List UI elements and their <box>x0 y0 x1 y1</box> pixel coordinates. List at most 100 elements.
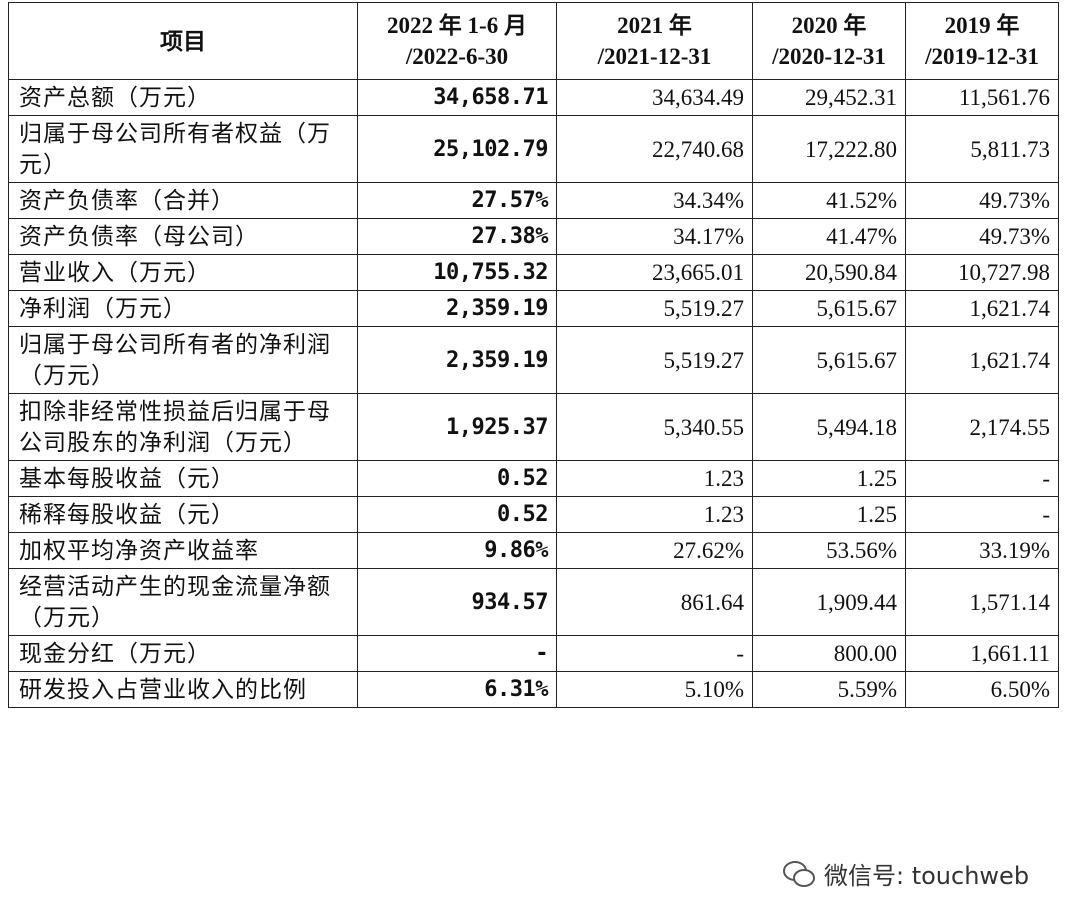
table-row: 资产负债率（母公司） 27.38% 34.17% 41.47% 49.73% <box>8 218 1059 255</box>
table-row: 稀释每股收益（元） 0.52 1.23 1.25- <box>8 496 1059 533</box>
row-label: 加权平均净资产收益率 <box>8 532 358 569</box>
cell-value: 934.57 <box>357 568 557 636</box>
cell-value: - <box>905 496 1059 533</box>
cell-value: 2,359.19 <box>357 326 557 394</box>
cell-value: 2,174.55 <box>905 393 1059 461</box>
header-cell: 2020 年/2020-12-31 <box>752 2 906 80</box>
cell-value: 34.17% <box>556 218 753 255</box>
cell-value: 5,811.73 <box>905 115 1059 183</box>
row-label: 研发投入占营业收入的比例 <box>8 671 358 708</box>
header-cell: 2021 年/2021-12-31 <box>556 2 753 80</box>
table-row: 研发投入占营业收入的比例 6.31% 5.10% 5.59% 6.50% <box>8 671 1059 708</box>
cell-value: 23,665.01 <box>556 254 753 291</box>
cell-value: 5.10% <box>556 671 753 708</box>
cell-value: 25,102.79 <box>357 115 557 183</box>
header-row: 项目 2022 年 1-6 月/2022-6-30 2021 年/2021-12-3… <box>8 2 1059 80</box>
cell-value: 29,452.31 <box>752 79 906 116</box>
header-line: 2022 年 1-6 月 <box>387 13 527 38</box>
cell-value: 34.34% <box>556 182 753 219</box>
cell-value: 1,909.44 <box>752 568 906 636</box>
cell-value: 800.00 <box>752 635 906 672</box>
cell-value: 0.52 <box>357 460 557 497</box>
header-line: /2020-12-31 <box>772 44 886 69</box>
header-line: /2022-6-30 <box>405 44 509 69</box>
row-label: 归属于母公司所有者权益（万元） <box>8 115 358 183</box>
cell-value: 27.57% <box>357 182 557 219</box>
cell-value: 9.86% <box>357 532 557 569</box>
cell-value: 49.73% <box>905 182 1059 219</box>
header-line: 2020 年 <box>791 13 867 38</box>
row-label: 净利润（万元） <box>8 290 358 327</box>
cell-value: 33.19% <box>905 532 1059 569</box>
cell-value: 1,621.74 <box>905 326 1059 394</box>
cell-value: - <box>357 635 557 672</box>
cell-value: 5,615.67 <box>752 326 906 394</box>
cell-value: 11,561.76 <box>905 79 1059 116</box>
cell-value: 1,661.11 <box>905 635 1059 672</box>
header-line: 项目 <box>160 28 206 54</box>
table-row: 归属于母公司所有者权益（万元） 25,102.79 22,740.68 17,222.… <box>8 115 1059 183</box>
wechat-icon <box>783 860 815 887</box>
row-label: 基本每股收益（元） <box>8 460 358 497</box>
cell-value: 1.23 <box>556 496 753 533</box>
cell-value: 10,755.32 <box>357 254 557 291</box>
cell-value: 34,658.71 <box>357 79 557 116</box>
table-row: 资产负债率（合并） 27.57% 34.34% 41.52% 49.73% <box>8 182 1059 219</box>
cell-value: 861.64 <box>556 568 753 636</box>
table-row: 经营活动产生的现金流量净额（万元） 934.57 861.64 1,909.44 1,5… <box>8 568 1059 636</box>
cell-value: 27.62% <box>556 532 753 569</box>
row-label: 资产总额（万元） <box>8 79 358 116</box>
cell-value: 20,590.84 <box>752 254 906 291</box>
table-row: 营业收入（万元） 10,755.32 23,665.01 20,590.84 10,72… <box>8 254 1059 291</box>
cell-value: 41.52% <box>752 182 906 219</box>
header-line: /2019-12-31 <box>925 44 1039 69</box>
cell-value: 0.52 <box>357 496 557 533</box>
table-row: 归属于母公司所有者的净利润（万元） 2,359.19 5,519.27 5,615.6… <box>8 326 1059 394</box>
row-label: 经营活动产生的现金流量净额（万元） <box>8 568 358 636</box>
row-label: 稀释每股收益（元） <box>8 496 358 533</box>
row-label: 资产负债率（母公司） <box>8 218 358 255</box>
header-line: 2019 年 <box>944 13 1020 38</box>
cell-value: 6.31% <box>357 671 557 708</box>
cell-value: 5,519.27 <box>556 290 753 327</box>
table-row: 现金分红（万元） - -800.00 1,661.11 <box>8 635 1059 672</box>
cell-value: 5.59% <box>752 671 906 708</box>
table-row: 净利润（万元） 2,359.19 5,519.27 5,615.67 1,621.74 <box>8 290 1059 327</box>
header-line: 2021 年 <box>617 13 692 38</box>
cell-value: 2,359.19 <box>357 290 557 327</box>
cell-value: 41.47% <box>752 218 906 255</box>
cell-value: 34,634.49 <box>556 79 753 116</box>
cell-value: 27.38% <box>357 218 557 255</box>
row-label: 资产负债率（合并） <box>8 182 358 219</box>
cell-value: 49.73% <box>905 218 1059 255</box>
row-label: 现金分红（万元） <box>8 635 358 672</box>
cell-value: 5,494.18 <box>752 393 906 461</box>
cell-value: 10,727.98 <box>905 254 1059 291</box>
header-cell: 2019 年/2019-12-31 <box>905 2 1059 80</box>
cell-value: 5,340.55 <box>556 393 753 461</box>
cell-value: 5,519.27 <box>556 326 753 394</box>
financial-table: 项目 2022 年 1-6 月/2022-6-30 2021 年/2021-12-3… <box>8 2 1059 708</box>
cell-value: 22,740.68 <box>556 115 753 183</box>
watermark-text: 微信号: touchweb <box>824 862 1030 890</box>
cell-value: 1,925.37 <box>357 393 557 461</box>
table-body: 资产总额（万元） 34,658.71 34,634.49 29,452.31 11,56… <box>8 79 1059 708</box>
row-label: 扣除非经常性损益后归属于母公司股东的净利润（万元） <box>8 393 358 461</box>
cell-value: 53.56% <box>752 532 906 569</box>
cell-value: 1.25 <box>752 460 906 497</box>
cell-value: 1,621.74 <box>905 290 1059 327</box>
cell-value: - <box>556 635 753 672</box>
cell-value: 1.25 <box>752 496 906 533</box>
header-line: /2021-12-31 <box>597 44 712 69</box>
row-label: 营业收入（万元） <box>8 254 358 291</box>
row-label: 归属于母公司所有者的净利润（万元） <box>8 326 358 394</box>
cell-value: 6.50% <box>905 671 1059 708</box>
cell-value: 17,222.80 <box>752 115 906 183</box>
cell-value: 1,571.14 <box>905 568 1059 636</box>
cell-value: 1.23 <box>556 460 753 497</box>
cell-value: 5,615.67 <box>752 290 906 327</box>
header-cell: 项目 <box>8 2 358 80</box>
table-row: 资产总额（万元） 34,658.71 34,634.49 29,452.31 11,56… <box>8 79 1059 116</box>
cell-value: - <box>905 460 1059 497</box>
